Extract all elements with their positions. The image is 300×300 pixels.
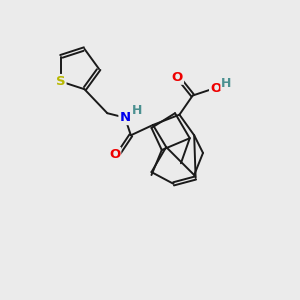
Text: S: S [56,75,65,88]
Text: H: H [221,77,232,90]
Text: O: O [210,82,221,95]
Text: O: O [109,148,120,161]
Text: H: H [132,104,142,117]
Text: N: N [119,111,130,124]
Text: O: O [172,71,183,84]
